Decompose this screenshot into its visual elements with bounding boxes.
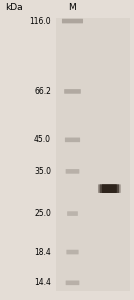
FancyBboxPatch shape <box>102 184 117 193</box>
Text: 45.0: 45.0 <box>34 135 51 144</box>
FancyBboxPatch shape <box>66 169 79 174</box>
FancyBboxPatch shape <box>67 211 78 216</box>
Text: 116.0: 116.0 <box>29 16 51 26</box>
Text: 14.4: 14.4 <box>34 278 51 287</box>
Text: M: M <box>69 3 76 12</box>
FancyBboxPatch shape <box>66 250 79 254</box>
Text: 66.2: 66.2 <box>34 87 51 96</box>
FancyBboxPatch shape <box>64 89 81 94</box>
Text: 25.0: 25.0 <box>34 209 51 218</box>
Text: 18.4: 18.4 <box>34 248 51 256</box>
FancyBboxPatch shape <box>65 137 80 142</box>
Text: 35.0: 35.0 <box>34 167 51 176</box>
FancyBboxPatch shape <box>66 280 79 285</box>
Text: kDa: kDa <box>5 3 23 12</box>
FancyBboxPatch shape <box>100 184 119 193</box>
FancyBboxPatch shape <box>62 19 83 23</box>
FancyBboxPatch shape <box>98 184 121 193</box>
